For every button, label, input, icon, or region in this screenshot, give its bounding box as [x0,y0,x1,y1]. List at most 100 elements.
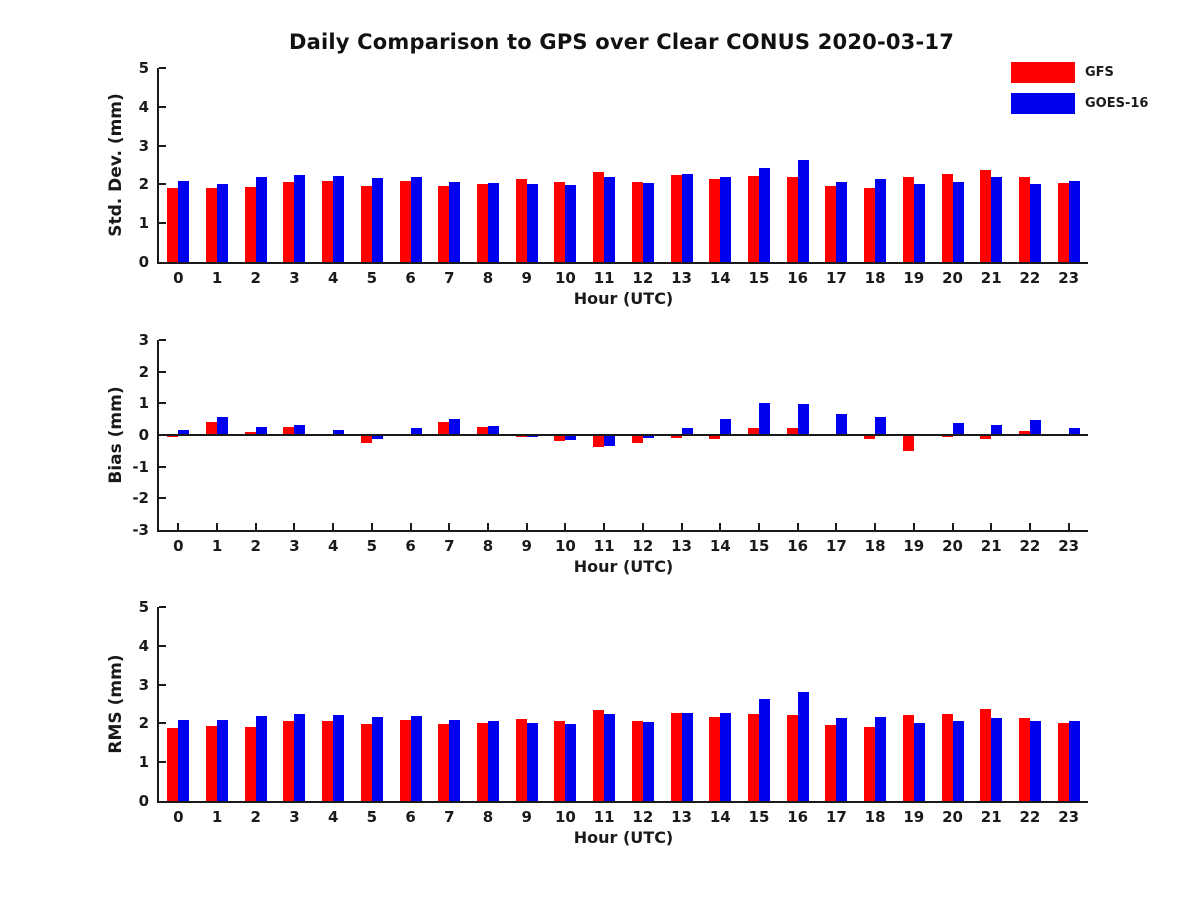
bar-gfs-h10 [554,181,566,262]
y-tick-mark [159,465,166,468]
x-tick-label: 6 [405,537,416,555]
x-tick-label: 3 [289,269,300,287]
x-tick-label: 13 [671,269,692,287]
x-tick-label: 15 [748,269,770,287]
y-tick-label: 3 [138,675,149,694]
rms-panel: RMS (mm) Hour (UTC) 0 1 2 3 4 5 0 1 2 3 4 5 6 7 8 9 10 11… [106,599,1088,847]
y-tick-mark [159,497,166,500]
x-tick-label: 19 [903,269,925,287]
bar-gfs-h21 [980,435,992,440]
bar-goes16-h11 [604,435,616,447]
y-tick-mark [159,339,166,341]
x-tick-label: 7 [444,808,455,826]
bar-gfs-h19 [902,714,914,801]
bar-gfs-h1 [206,187,218,262]
x-tick-mark [1028,523,1031,530]
bar-gfs-h3 [283,721,295,801]
bar-goes16-h0 [178,430,190,435]
x-tick-label: 16 [787,537,809,555]
bar-goes16-h11 [604,176,616,262]
bar-goes16-h14 [720,176,732,262]
bar-gfs-h12 [631,721,643,801]
bar-gfs-h4 [322,721,334,801]
bar-gfs-h17 [825,725,837,801]
bar-gfs-h5 [360,185,372,262]
x-tick-mark [796,523,799,530]
bar-gfs-h3 [283,427,295,435]
bar-gfs-h20 [941,435,953,438]
bar-gfs-h12 [631,435,643,444]
bar-goes16-h5 [371,435,383,440]
bar-gfs-h2 [244,186,256,262]
bar-gfs-h21 [980,709,992,801]
bar-goes16-h10 [565,185,577,262]
x-tick-label: 22 [1019,808,1041,826]
bar-gfs-h18 [864,435,876,439]
bar-goes16-h7 [449,720,461,801]
bar-gfs-h14 [709,435,721,439]
x-tick-label: 22 [1019,537,1041,555]
y-tick-label: 4 [138,636,149,655]
bar-goes16-h10 [565,435,577,440]
bar-gfs-h20 [941,713,953,801]
bar-gfs-h10 [554,721,566,801]
y-tick-mark [159,722,166,725]
bar-goes16-h14 [720,713,732,801]
x-tick-mark [332,523,335,530]
bar-goes16-h1 [217,720,229,801]
x-tick-label: 5 [366,269,378,287]
x-tick-mark [448,523,451,530]
bar-goes16-h8 [488,721,500,801]
bar-goes16-h20 [952,721,964,801]
bar-gfs-h14 [709,717,721,801]
bar-goes16-h13 [681,712,693,801]
bar-gfs-h12 [631,181,643,262]
x-tick-label: 20 [942,269,963,287]
bar-goes16-h15 [758,699,770,801]
bar-goes16-h18 [875,179,887,262]
x-tick-label: 14 [709,537,731,555]
bar-gfs-h1 [206,422,218,435]
x-tick-label: 9 [521,808,532,826]
bar-goes16-h5 [371,716,383,801]
x-tick-mark [680,523,683,530]
x-tick-label: 17 [825,269,847,287]
bar-goes16-h0 [178,181,190,262]
bar-goes16-h12 [642,721,654,801]
x-tick-label: 1 [211,269,223,287]
bar-goes16-h2 [255,177,267,262]
x-tick-label: 20 [942,537,963,555]
bar-goes16-h14 [720,419,732,435]
y-tick-label: 1 [138,214,149,233]
bar-goes16-h23 [1068,720,1080,801]
rms-x-axis-label: Hour (UTC) [573,828,674,847]
bar-goes16-h20 [952,182,964,262]
bar-gfs-h19 [902,435,914,452]
bar-gfs-h8 [477,184,489,262]
bar-gfs-h23 [1057,723,1069,801]
bar-goes16-h9 [526,183,538,262]
bar-gfs-h22 [1018,177,1030,262]
x-tick-label: 18 [864,537,886,555]
bar-gfs-h14 [709,178,721,262]
bar-goes16-h7 [449,182,461,262]
y-tick-label: 3 [138,331,149,349]
chart-title: Daily Comparison to GPS over Clear CONUS… [288,30,955,54]
bar-goes16-h23 [1068,428,1080,435]
bias-panel: Bias (mm) Hour (UTC) -3 -2 -1 0 1 2 3 0 1 2 3 4 5 6 7 8… [106,332,1088,576]
bar-gfs-h16 [786,428,798,435]
y-tick-label: 1 [138,753,149,772]
bar-gfs-h17 [825,185,837,262]
y-tick-mark [159,606,166,608]
x-tick-mark [603,523,606,530]
x-tick-label: 1 [211,537,223,555]
x-tick-label: 10 [554,537,576,555]
y-tick-label: 0 [138,253,149,271]
bar-goes16-h9 [526,723,538,801]
y-tick-label: 0 [138,426,149,444]
bar-gfs-h9 [515,718,527,801]
x-tick-mark [293,523,296,530]
x-tick-label: 9 [521,537,532,555]
bar-gfs-h6 [399,181,411,262]
bar-gfs-h11 [593,172,605,262]
